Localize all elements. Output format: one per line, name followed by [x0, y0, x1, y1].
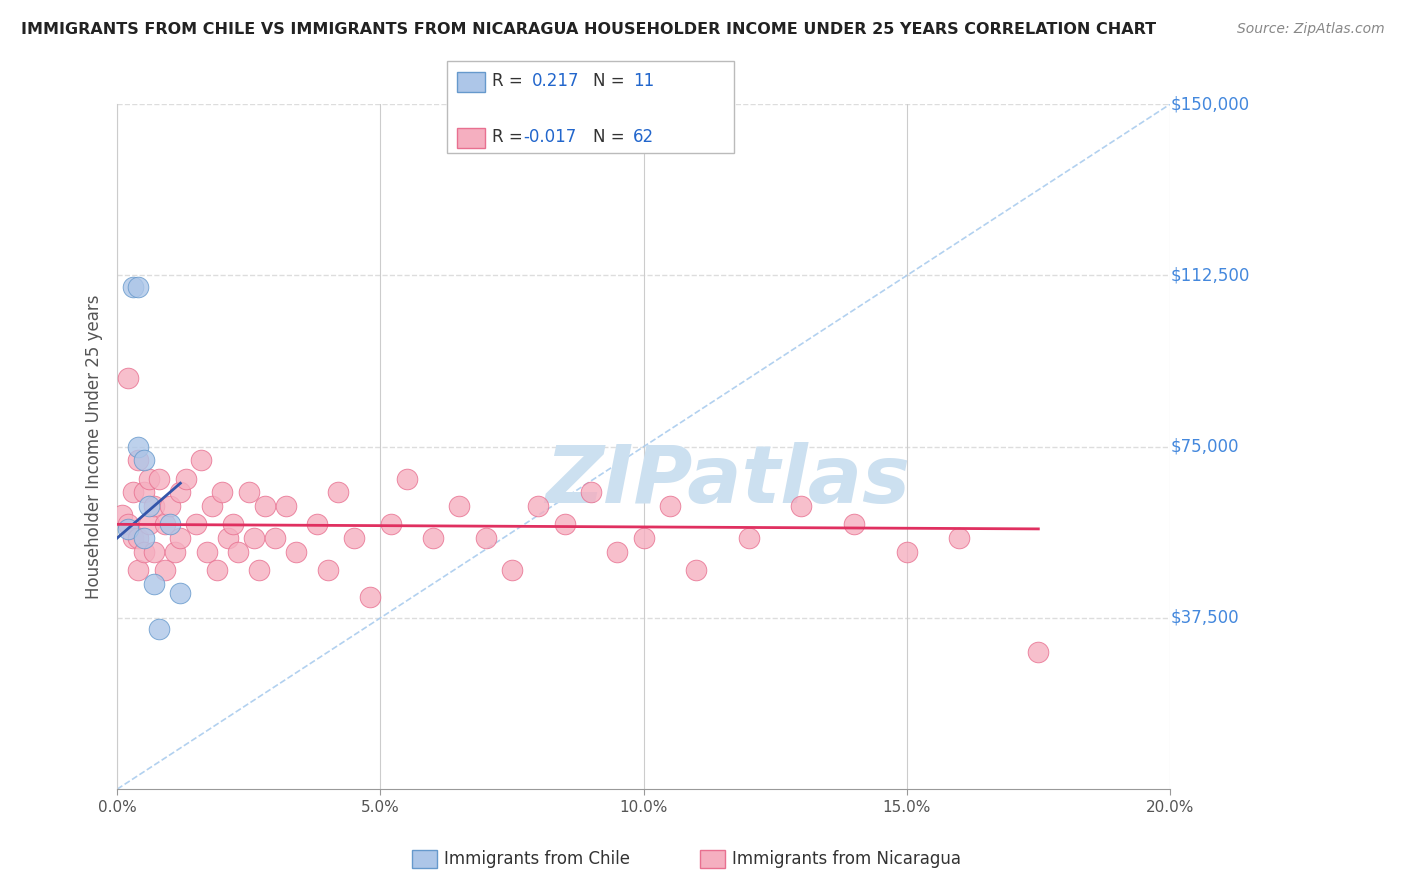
Text: N =: N = — [593, 72, 630, 90]
Point — [143, 545, 166, 559]
Point — [153, 563, 176, 577]
Point — [316, 563, 339, 577]
Point — [132, 545, 155, 559]
Point — [422, 531, 444, 545]
Point — [117, 517, 139, 532]
Text: ZIPatlas: ZIPatlas — [546, 442, 910, 520]
Text: R =: R = — [492, 72, 529, 90]
Point — [205, 563, 228, 577]
Point — [148, 472, 170, 486]
Point — [253, 499, 276, 513]
Point — [896, 545, 918, 559]
Point — [127, 440, 149, 454]
Point — [501, 563, 523, 577]
Point — [138, 499, 160, 513]
Text: 11: 11 — [633, 72, 654, 90]
Point — [148, 623, 170, 637]
Point — [186, 517, 208, 532]
Point — [474, 531, 496, 545]
Text: N =: N = — [593, 128, 630, 146]
Point — [222, 517, 245, 532]
Point — [264, 531, 287, 545]
Text: Source: ZipAtlas.com: Source: ZipAtlas.com — [1237, 22, 1385, 37]
Point — [658, 499, 681, 513]
Point — [127, 280, 149, 294]
Point — [195, 545, 218, 559]
Point — [190, 453, 212, 467]
Text: IMMIGRANTS FROM CHILE VS IMMIGRANTS FROM NICARAGUA HOUSEHOLDER INCOME UNDER 25 Y: IMMIGRANTS FROM CHILE VS IMMIGRANTS FROM… — [21, 22, 1156, 37]
Text: Immigrants from Chile: Immigrants from Chile — [444, 850, 630, 868]
Text: -0.017: -0.017 — [523, 128, 576, 146]
Point — [159, 517, 181, 532]
Point — [165, 545, 187, 559]
Point — [395, 472, 418, 486]
Point — [132, 531, 155, 545]
Text: $112,500: $112,500 — [1171, 267, 1250, 285]
Point — [138, 472, 160, 486]
Point — [169, 586, 191, 600]
Point — [217, 531, 239, 545]
Point — [243, 531, 266, 545]
Point — [117, 371, 139, 385]
Point — [307, 517, 329, 532]
Text: $75,000: $75,000 — [1171, 438, 1240, 456]
Text: $37,500: $37,500 — [1171, 609, 1240, 627]
Point — [247, 563, 270, 577]
Point — [127, 531, 149, 545]
Point — [606, 545, 628, 559]
Point — [127, 453, 149, 467]
Point — [143, 576, 166, 591]
Point — [527, 499, 550, 513]
Point — [132, 453, 155, 467]
Point — [238, 485, 260, 500]
Point — [201, 499, 224, 513]
Point — [449, 499, 471, 513]
Text: 62: 62 — [633, 128, 654, 146]
Point — [948, 531, 970, 545]
Point — [143, 499, 166, 513]
Point — [790, 499, 813, 513]
Point — [328, 485, 350, 500]
Point — [127, 563, 149, 577]
Point — [359, 591, 381, 605]
Point — [579, 485, 602, 500]
Point — [274, 499, 297, 513]
Point — [343, 531, 366, 545]
Point — [380, 517, 402, 532]
Point — [153, 517, 176, 532]
Point — [685, 563, 707, 577]
Point — [111, 508, 134, 523]
Point — [122, 531, 145, 545]
Point — [138, 517, 160, 532]
Point — [842, 517, 865, 532]
Point — [226, 545, 249, 559]
Point — [169, 531, 191, 545]
Point — [169, 485, 191, 500]
Point — [159, 499, 181, 513]
Text: $150,000: $150,000 — [1171, 95, 1250, 113]
Y-axis label: Householder Income Under 25 years: Householder Income Under 25 years — [86, 294, 103, 599]
Point — [285, 545, 308, 559]
Point — [554, 517, 576, 532]
Point — [633, 531, 655, 545]
Point — [1028, 645, 1050, 659]
Point — [174, 472, 197, 486]
Text: R =: R = — [492, 128, 529, 146]
Point — [738, 531, 761, 545]
Point — [132, 485, 155, 500]
Text: 0.217: 0.217 — [531, 72, 579, 90]
Point — [211, 485, 233, 500]
Point — [122, 280, 145, 294]
Point — [122, 485, 145, 500]
Point — [117, 522, 139, 536]
Text: Immigrants from Nicaragua: Immigrants from Nicaragua — [733, 850, 962, 868]
